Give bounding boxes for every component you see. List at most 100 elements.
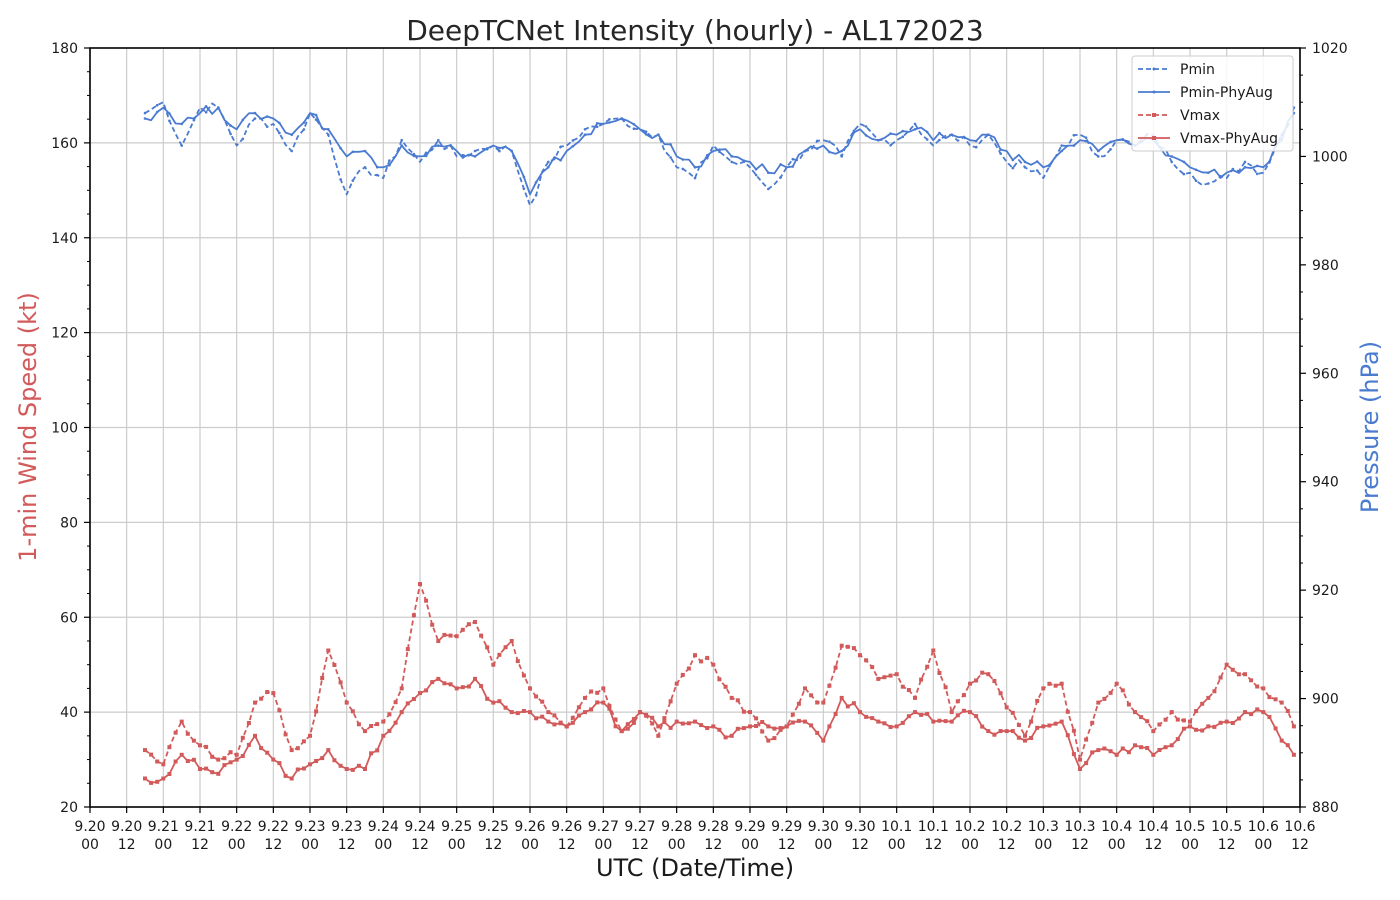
series-point-pmin-phyaug	[534, 181, 538, 184]
series-marker-vmax	[796, 701, 801, 706]
x-tick-date-label: 9.22	[221, 819, 252, 835]
series-marker-vmax-phyaug	[540, 714, 545, 719]
series-marker-vmax-phyaug	[1145, 746, 1150, 750]
series-marker-vmax	[803, 686, 807, 691]
series-point-pmin-phyaug	[754, 168, 758, 171]
series-point-pmin	[1072, 133, 1076, 137]
series-marker-vmax	[680, 672, 685, 677]
series-line-pmin	[144, 101, 1295, 207]
series-marker-vmax	[503, 645, 508, 650]
series-marker-vmax-phyaug	[888, 725, 893, 729]
series-point-pmin	[339, 178, 342, 181]
series-marker-vmax-phyaug	[1139, 745, 1144, 750]
x-axis-title: UTC (Date/Time)	[596, 854, 794, 882]
series-point-pmin-phyaug	[815, 147, 819, 150]
series-marker-vmax	[161, 762, 166, 767]
series-marker-vmax	[259, 696, 264, 701]
series-marker-vmax	[1053, 683, 1058, 688]
series-marker-vmax-phyaug	[662, 720, 667, 725]
y-right-tick-label: 900	[1312, 692, 1339, 708]
series-point-pmin	[583, 128, 587, 131]
chart-title: DeepTCNet Intensity (hourly) - AL172023	[406, 14, 984, 47]
x-tick-date-label: 10.4	[1138, 819, 1169, 835]
series-point-pmin	[938, 138, 941, 142]
series-point-pmin-phyaug	[265, 115, 269, 118]
series-marker-vmax-phyaug	[900, 720, 905, 725]
series-point-pmin-phyaug	[644, 133, 648, 136]
series-marker-vmax	[1151, 729, 1156, 734]
series-point-pmin-phyaug	[877, 138, 880, 142]
series-marker-vmax	[809, 693, 814, 698]
series-marker-vmax	[509, 639, 514, 643]
series-point-pmin-phyaug	[1035, 160, 1039, 163]
series-marker-vmax	[589, 689, 594, 694]
x-tick-time-label: 00	[594, 837, 612, 853]
x-tick-date-label: 9.28	[698, 819, 729, 835]
series-marker-vmax	[485, 645, 490, 650]
series-marker-vmax-phyaug	[191, 757, 196, 762]
series-point-pmin-phyaug	[681, 158, 685, 161]
series-point-pmin	[498, 149, 501, 153]
series-marker-vmax-phyaug	[1010, 729, 1015, 733]
series-marker-vmax	[418, 582, 422, 586]
series-point-pmin-phyaug	[547, 166, 550, 169]
series-marker-vmax-phyaug	[350, 767, 355, 772]
series-point-pmin-phyaug	[1219, 176, 1222, 179]
series-marker-vmax-phyaug	[1016, 735, 1021, 740]
series-marker-vmax-phyaug	[766, 724, 771, 729]
x-tick-date-label: 9.26	[514, 819, 545, 835]
series-point-pmin-phyaug	[290, 133, 294, 136]
series-marker-vmax	[393, 700, 398, 705]
series-point-pmin-phyaug	[351, 150, 355, 154]
series-point-pmin-phyaug	[693, 166, 697, 169]
series-marker-vmax	[521, 673, 526, 678]
series-marker-vmax-phyaug	[937, 718, 942, 723]
x-tick-date-label: 9.28	[661, 819, 692, 835]
x-tick-time-label: 12	[998, 837, 1016, 853]
series-marker-vmax	[363, 729, 367, 734]
series-marker-vmax	[815, 700, 820, 705]
series-marker-vmax-phyaug	[851, 701, 856, 706]
series-marker-vmax	[1010, 710, 1015, 715]
series-marker-vmax	[1023, 733, 1027, 738]
series-point-pmin-phyaug	[767, 171, 770, 174]
series-point-pmin-phyaug	[180, 122, 183, 126]
series-marker-vmax	[1029, 719, 1034, 724]
series-marker-vmax	[595, 690, 600, 695]
series-marker-vmax	[717, 677, 722, 682]
series-marker-vmax	[491, 662, 496, 667]
y-right-tick-label: 960	[1312, 366, 1339, 382]
series-marker-vmax	[1230, 667, 1235, 672]
x-tick-time-label: 12	[1218, 837, 1236, 853]
legend: Pmin Pmin-PhyAug Vmax Vmax-PhyAug	[1131, 55, 1294, 152]
series-point-pmin	[534, 194, 538, 197]
series-marker-vmax	[925, 664, 930, 669]
series-point-pmin	[754, 173, 758, 177]
series-marker-vmax-phyaug	[521, 709, 526, 713]
legend-marker-pmin	[1152, 67, 1156, 71]
series-point-pmin-phyaug	[828, 150, 831, 154]
series-point-pmin	[290, 149, 294, 153]
series-point-pmin	[864, 125, 868, 128]
series-marker-vmax-phyaug	[583, 710, 587, 715]
series-marker-vmax	[540, 699, 545, 704]
series-point-pmin	[925, 138, 929, 141]
series-marker-vmax-phyaug	[1261, 710, 1266, 715]
series-marker-vmax	[729, 695, 734, 700]
series-point-pmin-phyaug	[155, 110, 159, 114]
series-marker-vmax	[1157, 722, 1162, 727]
series-marker-vmax-phyaug	[314, 759, 319, 763]
series-marker-vmax	[1194, 709, 1199, 713]
series-marker-vmax	[253, 700, 257, 705]
series-marker-vmax-phyaug	[534, 716, 539, 721]
series-point-pmin	[278, 131, 281, 135]
series-point-pmin-phyaug	[657, 133, 660, 136]
series-marker-vmax	[332, 663, 337, 667]
y-left-tick-label: 40	[60, 705, 78, 721]
x-tick-date-label: 9.27	[588, 819, 619, 835]
series-marker-vmax	[656, 733, 661, 738]
series-marker-vmax-phyaug	[864, 714, 869, 719]
x-tick-time-label: 12	[118, 837, 136, 853]
series-marker-vmax-phyaug	[424, 688, 429, 693]
series-marker-vmax	[222, 756, 227, 761]
